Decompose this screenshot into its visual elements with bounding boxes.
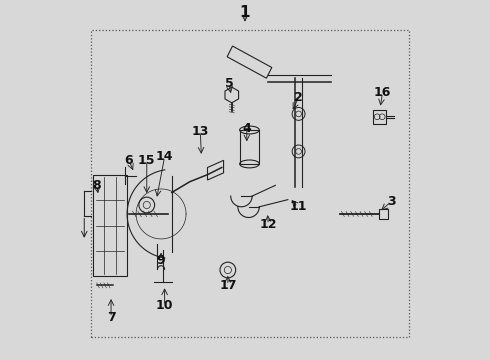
Text: 17: 17 <box>219 279 237 292</box>
Text: 3: 3 <box>387 195 396 208</box>
Text: 9: 9 <box>157 254 165 267</box>
Text: 11: 11 <box>289 200 307 213</box>
Text: 12: 12 <box>260 218 277 231</box>
Text: 15: 15 <box>138 154 155 167</box>
Text: 14: 14 <box>156 150 173 163</box>
Text: 10: 10 <box>156 299 173 312</box>
Text: 5: 5 <box>224 77 233 90</box>
Text: 1: 1 <box>240 5 250 19</box>
Text: 6: 6 <box>124 154 133 167</box>
Text: 7: 7 <box>107 311 116 324</box>
Text: 16: 16 <box>374 86 391 99</box>
Text: 2: 2 <box>294 91 303 104</box>
Text: 13: 13 <box>192 125 209 138</box>
Text: 4: 4 <box>243 122 251 135</box>
Text: 8: 8 <box>93 179 101 192</box>
